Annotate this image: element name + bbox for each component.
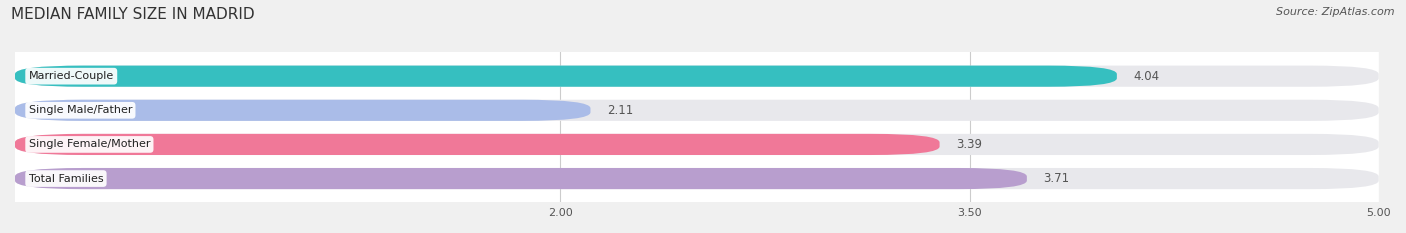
FancyBboxPatch shape — [15, 100, 591, 121]
FancyBboxPatch shape — [15, 168, 1026, 189]
FancyBboxPatch shape — [15, 134, 939, 155]
Text: Single Female/Mother: Single Female/Mother — [28, 139, 150, 149]
Text: 2.11: 2.11 — [607, 104, 633, 117]
FancyBboxPatch shape — [15, 66, 1379, 87]
Text: MEDIAN FAMILY SIZE IN MADRID: MEDIAN FAMILY SIZE IN MADRID — [11, 7, 254, 22]
FancyBboxPatch shape — [15, 100, 1379, 121]
FancyBboxPatch shape — [15, 168, 1379, 189]
Text: Source: ZipAtlas.com: Source: ZipAtlas.com — [1277, 7, 1395, 17]
Text: Total Families: Total Families — [28, 174, 103, 184]
Text: Married-Couple: Married-Couple — [28, 71, 114, 81]
FancyBboxPatch shape — [15, 134, 1379, 155]
Text: Single Male/Father: Single Male/Father — [28, 105, 132, 115]
Text: 3.39: 3.39 — [956, 138, 981, 151]
Text: 3.71: 3.71 — [1043, 172, 1070, 185]
Text: 4.04: 4.04 — [1133, 70, 1160, 83]
FancyBboxPatch shape — [15, 66, 1116, 87]
